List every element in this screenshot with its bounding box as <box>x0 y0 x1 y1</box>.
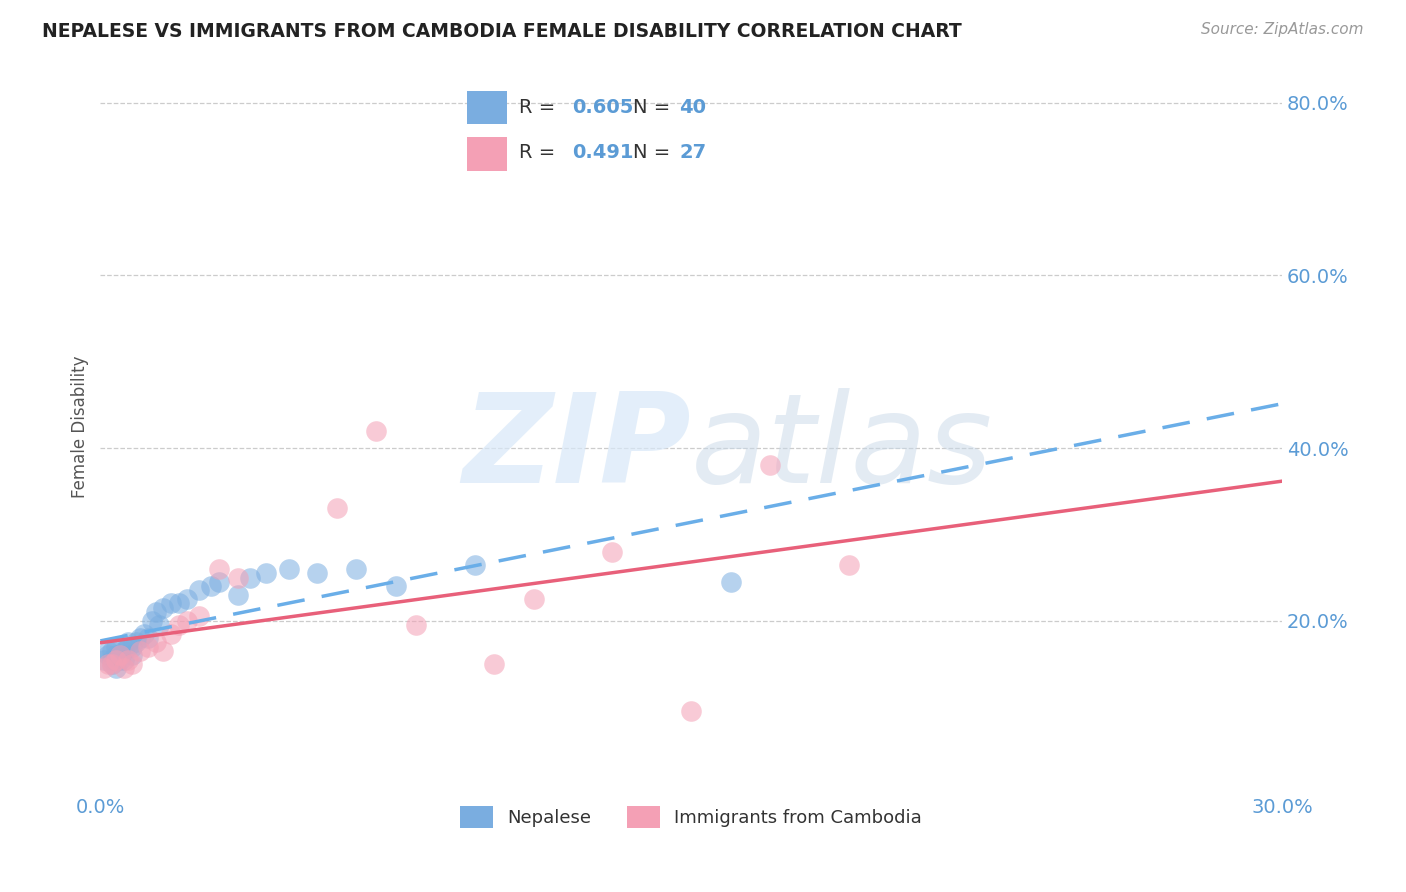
Point <box>325 501 347 516</box>
Point <box>132 626 155 640</box>
Point <box>207 574 229 589</box>
Point <box>112 644 135 658</box>
Point <box>136 631 159 645</box>
Point <box>523 592 546 607</box>
Text: ZIP: ZIP <box>463 388 692 509</box>
Point <box>112 661 135 675</box>
Point <box>405 618 427 632</box>
Point <box>101 657 124 671</box>
Text: Source: ZipAtlas.com: Source: ZipAtlas.com <box>1201 22 1364 37</box>
Point <box>759 458 782 473</box>
Point <box>112 652 135 666</box>
Point <box>117 652 139 666</box>
Point <box>167 596 190 610</box>
Point <box>160 626 183 640</box>
Point <box>187 583 209 598</box>
Text: atlas: atlas <box>692 388 994 509</box>
Y-axis label: Female Disability: Female Disability <box>72 355 89 498</box>
Point <box>101 652 124 666</box>
Point <box>187 609 209 624</box>
Text: NEPALESE VS IMMIGRANTS FROM CAMBODIA FEMALE DISABILITY CORRELATION CHART: NEPALESE VS IMMIGRANTS FROM CAMBODIA FEM… <box>42 22 962 41</box>
Point <box>105 652 128 666</box>
Point <box>167 618 190 632</box>
Point <box>207 562 229 576</box>
Point <box>105 648 128 663</box>
Point <box>160 596 183 610</box>
Point <box>176 614 198 628</box>
Point <box>145 605 167 619</box>
Point <box>226 588 249 602</box>
Point <box>93 652 115 666</box>
Point <box>136 640 159 654</box>
Point <box>145 635 167 649</box>
Point <box>128 644 150 658</box>
Point <box>602 544 624 558</box>
Point <box>97 648 120 663</box>
Point <box>148 618 170 632</box>
Point <box>176 592 198 607</box>
Point <box>152 600 174 615</box>
Point <box>97 644 120 658</box>
Point <box>105 640 128 654</box>
Point <box>152 644 174 658</box>
Point <box>97 657 120 671</box>
Point <box>305 566 328 581</box>
Point <box>141 614 163 628</box>
Point <box>385 579 408 593</box>
Point <box>838 558 860 572</box>
Point <box>681 704 703 718</box>
Point <box>464 558 486 572</box>
Point <box>720 574 742 589</box>
Point <box>278 562 301 576</box>
Point <box>200 579 222 593</box>
Point <box>108 648 131 663</box>
Point <box>108 648 131 663</box>
Legend: Nepalese, Immigrants from Cambodia: Nepalese, Immigrants from Cambodia <box>453 799 929 836</box>
Point <box>344 562 367 576</box>
Point <box>108 652 131 666</box>
Point <box>117 635 139 649</box>
Point <box>93 661 115 675</box>
Point <box>254 566 277 581</box>
Point <box>121 657 143 671</box>
Point <box>101 657 124 671</box>
Point <box>117 640 139 654</box>
Point <box>101 644 124 658</box>
Point <box>125 635 148 649</box>
Point <box>105 661 128 675</box>
Point <box>226 570 249 584</box>
Point <box>239 570 262 584</box>
Point <box>484 657 506 671</box>
Point <box>121 640 143 654</box>
Point <box>121 648 143 663</box>
Point <box>366 424 388 438</box>
Point <box>128 631 150 645</box>
